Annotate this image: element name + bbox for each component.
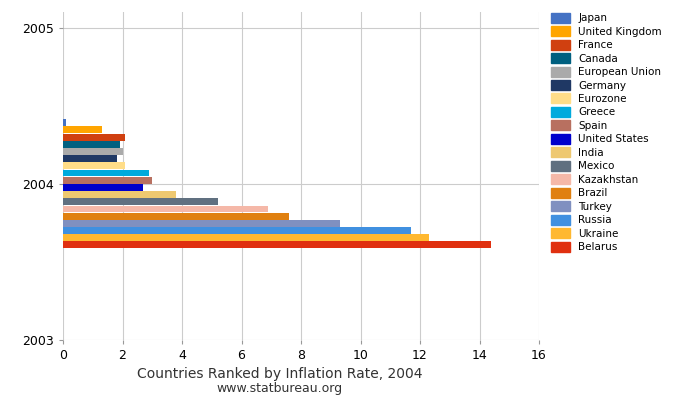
Bar xyxy=(63,184,144,191)
Bar xyxy=(63,206,268,212)
Bar xyxy=(63,134,125,140)
Bar xyxy=(63,119,66,126)
Bar xyxy=(63,227,411,234)
Bar xyxy=(63,141,120,148)
Bar xyxy=(63,220,340,227)
Bar xyxy=(63,198,218,205)
Bar xyxy=(63,170,149,176)
Bar xyxy=(63,191,176,198)
Bar xyxy=(63,155,116,162)
Bar xyxy=(63,242,491,248)
Bar xyxy=(63,177,153,184)
Bar xyxy=(63,213,289,220)
Bar xyxy=(63,162,125,169)
Bar xyxy=(63,126,102,133)
Bar xyxy=(63,234,429,241)
Bar xyxy=(63,148,122,155)
Text: Countries Ranked by Inflation Rate, 2004: Countries Ranked by Inflation Rate, 2004 xyxy=(137,367,423,381)
Text: www.statbureau.org: www.statbureau.org xyxy=(217,382,343,395)
Legend: Japan, United Kingdom, France, Canada, European Union, Germany, Eurozone, Greece: Japan, United Kingdom, France, Canada, E… xyxy=(549,11,664,254)
